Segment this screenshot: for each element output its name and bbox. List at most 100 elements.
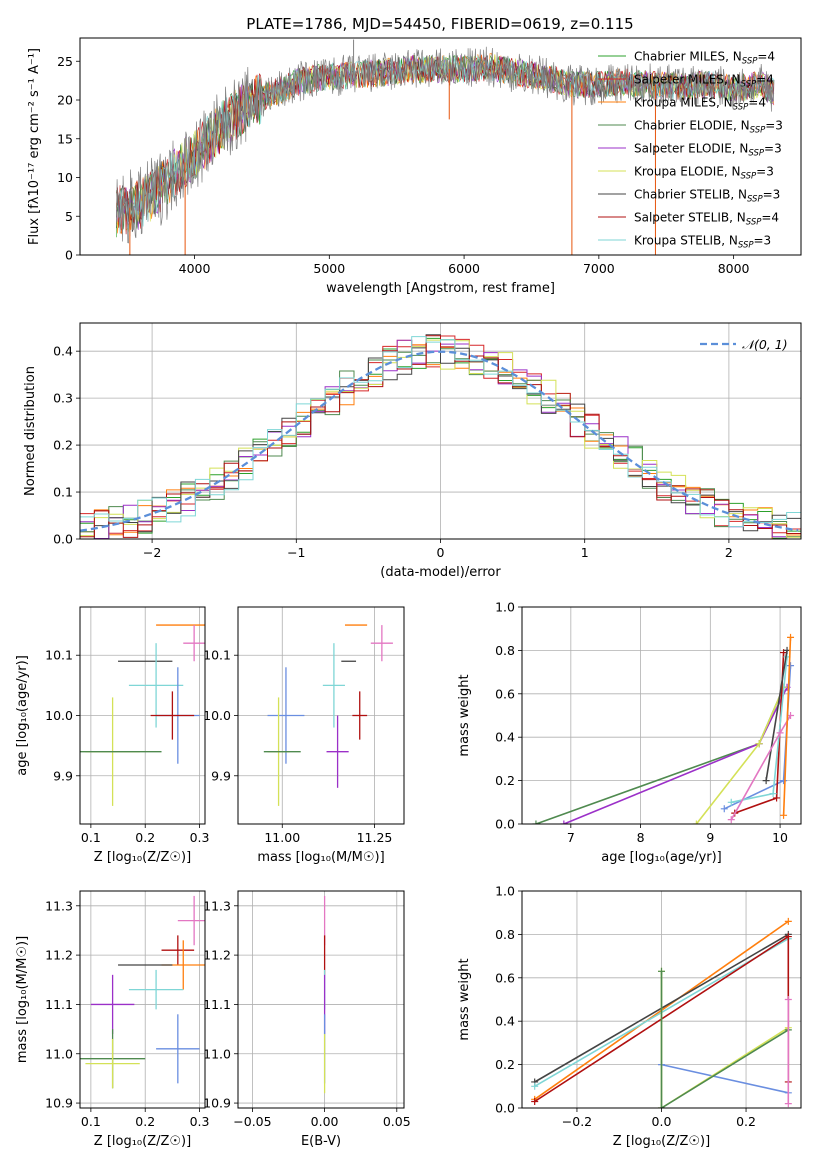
plot-area [80,334,801,539]
x-tick-label: −0.2 [562,1114,592,1129]
y-tick-label: 0.3 [53,391,73,406]
y-tick-label: 11.0 [203,1046,231,1061]
x-tick-label: 4000 [179,261,211,276]
x-tick-label: 0.3 [190,1114,210,1129]
x-tick-label: 0.1 [81,1114,101,1129]
weight-line [660,971,789,1108]
y-tick-label: 11.2 [203,948,231,963]
legend-entry: Salpeter ELODIE, NSSP=3 [634,142,782,159]
legend-entry: Salpeter MILES, NSSP=4 [634,73,774,90]
plot-area [80,624,205,806]
panel-age_vs_Z: 0.1 0.2 0.3 9.9 10.0 10.1 Z [log₁₀(Z/Z☉)] age [… [15,606,210,865]
y-tick-label: 0.1 [53,485,73,500]
y-tick-label: 1.0 [495,600,515,615]
y-tick-label: 11.0 [45,1046,73,1061]
weight-marker [776,729,784,737]
y-tick-label: 0.4 [495,730,515,745]
y-tick-label: 10.0 [45,708,73,723]
y-tick-label: 1.0 [495,884,515,899]
y-tick-label: 10.9 [45,1096,73,1111]
weight-marker [531,1082,539,1090]
y-tick-label: 11.1 [203,997,231,1012]
panel-mass_vs_Z: 0.1 0.2 0.3 10.9 11.0 11.1 11.2 11.3 Z [log₁₀(Z/… [15,890,210,1149]
x-tick-label: 7000 [583,261,615,276]
weight-marker [531,1097,539,1105]
y-tick-label: 0.0 [53,532,73,547]
y-tick-label: 10.9 [203,1096,231,1111]
weight-marker [784,933,792,941]
legend-entry: Chabrier STELIB, NSSP=3 [634,188,780,205]
figure-title: PLATE=1786, MJD=54450, FIBERID=0619, z=0… [246,15,633,33]
weight-marker [780,777,788,785]
weight-marker [727,798,735,806]
weight-line [535,686,785,824]
x-tick-label: 5000 [313,261,345,276]
y-tick-label: 9.9 [53,768,73,783]
x-tick-label: 0.0 [652,1114,672,1129]
weight-marker [755,740,763,748]
y-axis-label: Normed distribution [23,366,38,496]
weight-line [782,637,792,816]
y-tick-label: 5 [65,209,73,224]
weight-marker [762,777,770,785]
weight-marker [787,662,795,670]
axes-frame [237,606,405,825]
plot-area [532,633,795,824]
x-tick-label: 7 [567,830,575,845]
x-tick-label: −2 [143,545,161,560]
panel-mass_vs_ebv: −0.05 0.00 0.05 10.9 11.0 11.1 11.2 11.3 E(B-V) [203,890,411,1149]
x-tick-label: 0.2 [135,1114,155,1129]
x-tick-label: 8 [637,830,645,845]
weight-line [563,686,788,824]
x-axis-label: E(B-V) [301,1134,341,1149]
axes-frame [521,890,802,1109]
y-tick-label: 0.0 [495,817,515,832]
plot-area [80,895,205,1089]
weight-marker [784,996,792,1003]
weight-line [661,1063,789,1094]
x-tick-label: 0.3 [190,830,210,845]
weight-line [734,652,785,814]
x-tick-label: 6000 [448,261,480,276]
y-tick-label: 0 [65,248,73,263]
x-tick-label: 0.05 [383,1114,411,1129]
y-tick-label: 11.3 [45,898,73,913]
y-tick-label: 0.2 [495,773,515,788]
panel-spectrum: 4000 5000 6000 7000 8000 0 5 10 15 20 25 wavelength… [27,37,802,296]
weight-marker [780,811,788,819]
x-tick-label: 0.2 [135,830,155,845]
axes-frame [79,606,206,825]
weight-marker [773,794,781,802]
y-axis-label: Flux [fλ10⁻¹⁷ erg cm⁻² s⁻¹ A⁻¹] [27,48,42,245]
x-tick-label: 11.25 [357,830,393,845]
legend-entry: Chabrier MILES, NSSP=4 [634,50,775,67]
weight-line [660,971,789,1108]
legend-entry: 𝒩(0, 1) [742,337,788,352]
y-tick-label: 0.6 [495,970,515,985]
weight-marker [692,820,700,824]
x-tick-label: 10 [772,830,788,845]
histogram-series [80,336,801,528]
y-axis-label: mass weight [457,958,472,1040]
weight-marker [560,820,568,824]
x-axis-label: Z [log₁₀(Z/Z☉)] [94,850,191,865]
plot-area [263,624,393,806]
y-tick-label: 0.0 [495,1101,515,1116]
panel-weight_vs_age: 7 8 9 10 0.0 0.2 0.4 0.6 0.8 1.0 age [log₁₀(age/yr… [457,600,802,865]
weight-marker [658,1104,665,1108]
x-tick-label: −1 [287,545,305,560]
x-axis-label: mass [log₁₀(M/M☉)] [257,850,384,865]
y-tick-label: 9.9 [211,768,231,783]
axes-frame [79,322,802,540]
y-tick-label: 0.2 [495,1057,515,1072]
plot-area [531,917,792,1108]
x-axis-label: (data-model)/error [380,565,501,580]
legend-entry: Kroupa ELODIE, NSSP=3 [634,165,774,182]
x-axis-label: age [log₁₀(age/yr)] [601,850,722,865]
y-tick-label: 20 [57,93,73,108]
gaussian-curve [80,350,799,532]
y-axis-label: mass weight [457,674,472,756]
y-tick-label: 10.1 [45,648,73,663]
y-tick-label: 0.4 [53,344,73,359]
